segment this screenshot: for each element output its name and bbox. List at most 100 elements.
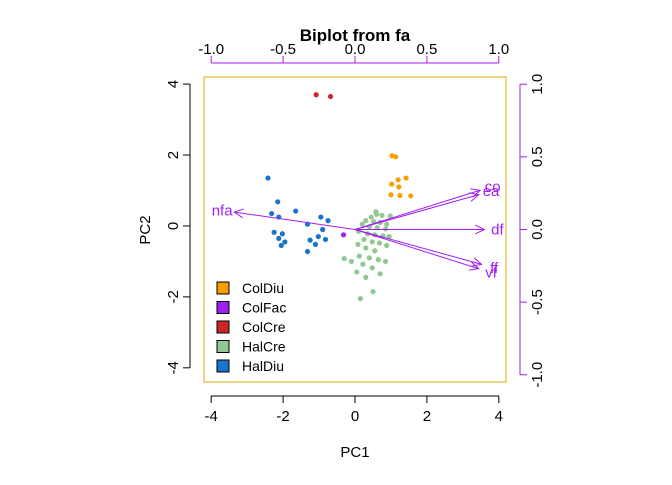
point-haldiu: [307, 237, 313, 243]
point-halcre: [370, 288, 376, 295]
top-tick-label: 0.5: [416, 41, 437, 58]
point-colfac: [340, 232, 347, 238]
legend-label-coldiu: ColDiu: [242, 280, 284, 296]
point-haldiu: [325, 218, 331, 224]
top-tick-label: 0.0: [345, 41, 366, 58]
point-halcre: [379, 212, 385, 218]
point-halcre: [369, 239, 375, 245]
point-halcre: [382, 258, 389, 265]
point-haldiu: [318, 214, 324, 220]
right-tick-label: 1.0: [529, 74, 546, 95]
plot-frame: [203, 76, 507, 383]
point-halcre: [361, 236, 367, 243]
point-haldiu: [278, 242, 284, 249]
y-axis-label: PC2: [137, 215, 154, 244]
point-coldiu: [408, 193, 414, 199]
top-tick-label: -0.5: [270, 41, 296, 58]
point-halcre: [363, 245, 369, 251]
point-haldiu: [265, 175, 271, 181]
loading-arrowhead-co: [470, 188, 482, 198]
point-halcre: [387, 213, 393, 219]
x-tick-label: -2: [276, 408, 289, 425]
right-tick-label: -0.5: [529, 289, 546, 315]
point-halcre: [382, 226, 389, 232]
legend-swatch-halcre: [216, 340, 230, 353]
loading-label-nfa: nfa: [212, 202, 234, 219]
point-halcre: [373, 209, 379, 215]
point-haldiu: [315, 233, 321, 240]
point-halcre: [363, 274, 369, 280]
point-coldiu: [397, 192, 403, 199]
x-tick-label: -4: [205, 408, 218, 425]
point-haldiu: [268, 210, 275, 217]
point-halcre: [384, 221, 390, 227]
loading-arrowhead-df: [475, 224, 486, 235]
point-haldiu: [304, 248, 311, 255]
loading-label-vf: vf: [485, 265, 498, 282]
loading-label-ff: ff: [490, 260, 499, 277]
point-coldiu: [393, 154, 399, 160]
point-coldiu: [403, 175, 409, 181]
legend-label-haldiu: HalDiu: [242, 358, 284, 374]
legend-swatch-haldiu: [216, 359, 230, 373]
legend-label-colcre: ColCre: [242, 319, 286, 335]
point-halcre: [376, 240, 383, 246]
x-tick-label: 2: [423, 408, 431, 425]
point-haldiu: [275, 199, 281, 205]
legend-swatch-colcre: [216, 320, 230, 334]
loading-arrowhead-vf: [468, 261, 480, 271]
point-haldiu: [293, 208, 299, 214]
point-coldiu: [395, 177, 401, 183]
loading-arrow-nfa: [234, 211, 356, 230]
point-haldiu: [271, 229, 277, 235]
legend-swatch-coldiu: [216, 281, 230, 295]
point-haldiu: [276, 235, 282, 241]
point-halcre: [368, 214, 374, 220]
y-tick-label: 4: [165, 80, 182, 88]
chart-title: Biplot from fa: [300, 26, 411, 45]
point-colcre: [313, 92, 319, 98]
point-coldiu: [388, 192, 394, 198]
point-halcre: [356, 253, 362, 259]
point-haldiu: [320, 226, 326, 233]
loading-label-co: co: [485, 178, 501, 195]
loading-arrow-co: [354, 189, 481, 230]
point-halcre: [354, 269, 360, 275]
point-haldiu: [322, 236, 329, 243]
loading-label-ea: ea: [483, 183, 500, 200]
point-halcre: [348, 258, 355, 265]
loading-label-df: df: [491, 222, 504, 239]
top-tick-label: -1.0: [198, 41, 224, 58]
point-halcre: [355, 241, 361, 247]
point-haldiu: [282, 239, 288, 245]
point-halcre: [359, 221, 365, 227]
x-tick-label: 4: [495, 408, 503, 425]
loading-arrow-vf: [354, 229, 479, 270]
point-halcre: [363, 218, 369, 224]
legend-swatch-colfac: [216, 301, 230, 314]
loading-arrowhead-ea: [468, 192, 480, 202]
y-tick-label: -2: [165, 290, 182, 303]
point-halcre: [360, 261, 366, 267]
point-halcre: [386, 233, 392, 240]
point-halcre: [375, 257, 381, 263]
point-halcre: [377, 271, 383, 277]
y-tick-label: 2: [165, 151, 182, 159]
point-halcre: [357, 296, 363, 302]
right-tick-label: -1.0: [529, 362, 546, 388]
top-tick-label: 1.0: [488, 41, 509, 58]
x-tick-label: 0: [351, 408, 359, 425]
point-halcre: [384, 242, 390, 249]
point-haldiu: [279, 231, 285, 237]
point-halcre: [369, 265, 375, 271]
right-tick-label: 0.0: [529, 219, 546, 240]
point-haldiu: [312, 241, 319, 247]
point-coldiu: [396, 184, 402, 190]
legend-label-halcre: HalCre: [242, 339, 286, 355]
point-coldiu: [389, 181, 395, 187]
loading-arrow-ea: [354, 194, 479, 230]
legend-label-colfac: ColFac: [242, 300, 286, 316]
x-axis-label: PC1: [340, 444, 369, 461]
point-colcre: [327, 93, 334, 100]
